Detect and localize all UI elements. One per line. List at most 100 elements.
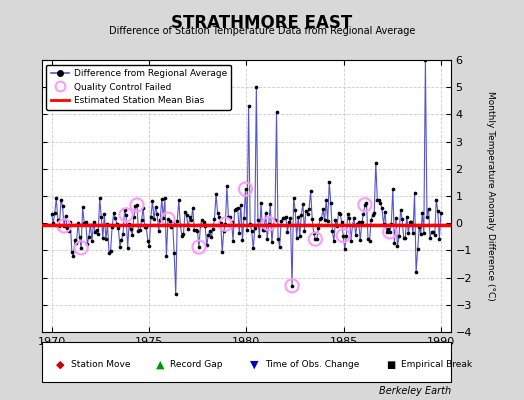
Point <box>249 245 257 252</box>
Point <box>396 207 405 213</box>
Point <box>410 190 419 196</box>
Point <box>265 220 273 227</box>
Point <box>375 197 383 204</box>
Point <box>60 223 68 229</box>
Point <box>190 227 199 233</box>
Point <box>178 233 186 239</box>
Point <box>356 237 365 244</box>
Point <box>404 229 412 236</box>
Point <box>350 215 358 221</box>
Text: Record Gap: Record Gap <box>170 360 223 369</box>
Point <box>389 186 397 192</box>
Point <box>322 197 330 204</box>
Point <box>213 210 222 216</box>
Point <box>153 210 161 217</box>
Point <box>361 202 369 208</box>
Point <box>209 226 217 232</box>
Point <box>367 217 375 223</box>
Point <box>271 217 279 223</box>
Point <box>144 238 152 244</box>
Point <box>261 210 270 216</box>
Point <box>341 246 349 252</box>
Point <box>348 222 357 228</box>
Point <box>97 214 105 220</box>
Point <box>48 211 56 218</box>
Point <box>203 242 211 248</box>
Point <box>174 197 183 204</box>
Point <box>429 229 438 236</box>
Point <box>133 202 141 208</box>
Point <box>359 211 367 218</box>
Point <box>300 228 309 234</box>
Point <box>319 206 327 213</box>
Point <box>370 210 378 216</box>
Text: STRATHMORE EAST: STRATHMORE EAST <box>171 14 353 32</box>
Point <box>128 232 136 238</box>
Point <box>158 196 166 202</box>
Point <box>155 227 163 234</box>
Point <box>171 291 180 297</box>
Point <box>64 228 73 235</box>
Point <box>111 215 119 221</box>
Point <box>402 214 411 220</box>
Point <box>100 211 108 218</box>
Point <box>252 84 260 90</box>
Point <box>246 221 254 228</box>
Point <box>381 209 389 215</box>
Point <box>244 103 253 110</box>
Point <box>164 216 172 222</box>
Point <box>418 210 427 216</box>
Point <box>229 237 237 244</box>
Point <box>82 219 90 225</box>
Point <box>122 212 130 218</box>
Point <box>428 229 436 235</box>
Point <box>196 222 205 228</box>
Text: Berkeley Earth: Berkeley Earth <box>378 386 451 396</box>
Point <box>285 219 293 225</box>
Point <box>274 236 282 242</box>
Point <box>394 243 402 249</box>
Point <box>205 228 214 234</box>
Point <box>216 220 225 226</box>
Point <box>131 203 139 209</box>
Point <box>257 200 265 206</box>
Point <box>339 232 347 239</box>
Point <box>80 220 89 226</box>
Point <box>231 207 239 214</box>
Point <box>95 195 104 201</box>
Point <box>224 214 233 220</box>
Point <box>386 229 394 235</box>
Point <box>53 217 62 224</box>
Point <box>212 190 220 197</box>
Point <box>364 236 372 242</box>
Point <box>218 249 226 255</box>
Point <box>99 234 107 241</box>
Point <box>166 218 174 224</box>
Point <box>307 188 315 194</box>
Point <box>311 236 320 242</box>
Point <box>280 215 289 221</box>
Point <box>296 233 304 240</box>
Point <box>129 214 138 220</box>
Point <box>238 236 247 243</box>
Point <box>372 160 380 166</box>
Point <box>292 234 301 241</box>
Point <box>75 234 84 240</box>
Text: ▼: ▼ <box>250 360 258 370</box>
Point <box>184 226 192 232</box>
Point <box>310 230 318 237</box>
Point <box>337 219 346 225</box>
Point <box>137 217 146 223</box>
Point <box>399 235 408 242</box>
Point <box>105 250 113 256</box>
Point <box>71 237 79 243</box>
Point <box>68 248 76 255</box>
Point <box>148 198 157 204</box>
Point <box>395 233 403 239</box>
Point <box>297 212 305 218</box>
Point <box>189 205 197 211</box>
Point <box>223 183 231 190</box>
Point <box>289 194 298 201</box>
Point <box>288 282 296 289</box>
Point <box>401 234 409 241</box>
